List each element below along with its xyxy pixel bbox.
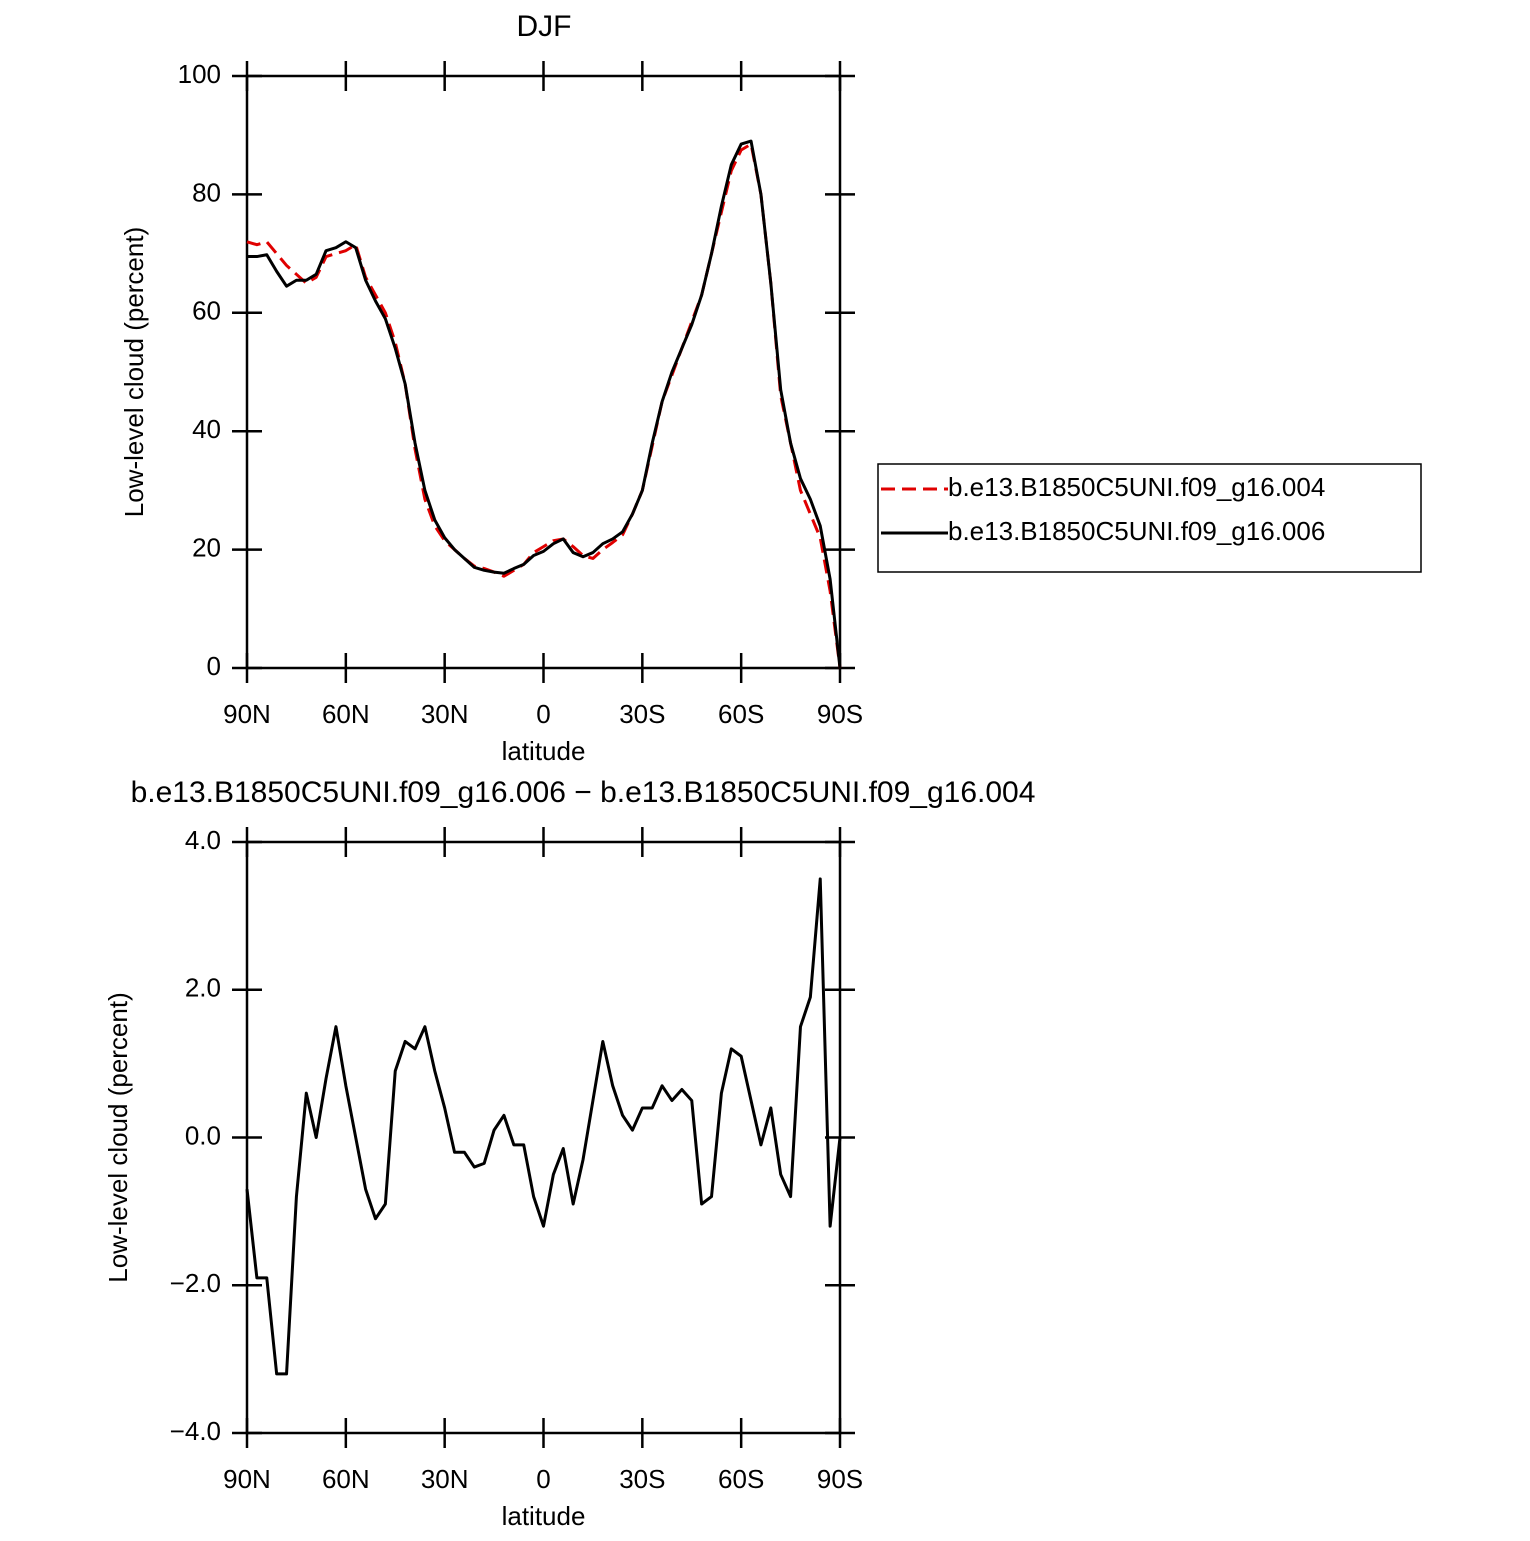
plot-frame	[245, 74, 842, 670]
y-tick-label: 20	[192, 532, 221, 562]
legend-label: b.e13.B1850C5UNI.f09_g16.004	[948, 472, 1325, 502]
y-axis-label: Low-level cloud (percent)	[119, 227, 149, 517]
x-tick-label: 30N	[421, 699, 469, 729]
chart-title: DJF	[517, 10, 572, 43]
chart-title: b.e13.B1850C5UNI.f09_g16.006 − b.e13.B18…	[131, 776, 1036, 809]
line-series	[246, 142, 842, 669]
y-tick-label: −4.0	[170, 1416, 221, 1446]
line-series	[245, 877, 842, 1376]
x-tick-label: 0	[536, 1464, 550, 1494]
x-axis-label: latitude	[502, 1501, 586, 1531]
x-axis-label: latitude	[502, 736, 586, 766]
legend-label: b.e13.B1850C5UNI.f09_g16.006	[948, 516, 1325, 546]
x-tick-label: 90S	[817, 1464, 863, 1494]
x-tick-label: 60S	[718, 699, 764, 729]
line-series	[247, 139, 842, 669]
y-tick-label: 4.0	[185, 825, 221, 855]
x-tick-label: 0	[536, 699, 550, 729]
x-tick-label: 90N	[223, 699, 271, 729]
x-tick-label: 90N	[223, 1464, 271, 1494]
x-tick-label: 60N	[322, 1464, 370, 1494]
y-tick-label: 100	[178, 59, 221, 89]
y-tick-label: 60	[192, 296, 221, 326]
y-tick-label: 80	[192, 177, 221, 207]
x-tick-label: 30S	[619, 1464, 665, 1494]
x-tick-label: 60S	[718, 1464, 764, 1494]
x-tick-label: 60N	[322, 699, 370, 729]
x-tick-label: 30S	[619, 699, 665, 729]
y-tick-label: 0.0	[185, 1120, 221, 1150]
y-tick-label: 0	[207, 651, 221, 681]
y-tick-label: −2.0	[170, 1268, 221, 1298]
y-tick-label: 40	[192, 414, 221, 444]
plot-frame	[245, 840, 842, 1435]
y-tick-label: 2.0	[185, 973, 221, 1003]
legend-box	[877, 463, 1422, 573]
y-axis-label: Low-level cloud (percent)	[103, 992, 133, 1282]
x-tick-label: 90S	[817, 699, 863, 729]
x-tick-label: 30N	[421, 1464, 469, 1494]
